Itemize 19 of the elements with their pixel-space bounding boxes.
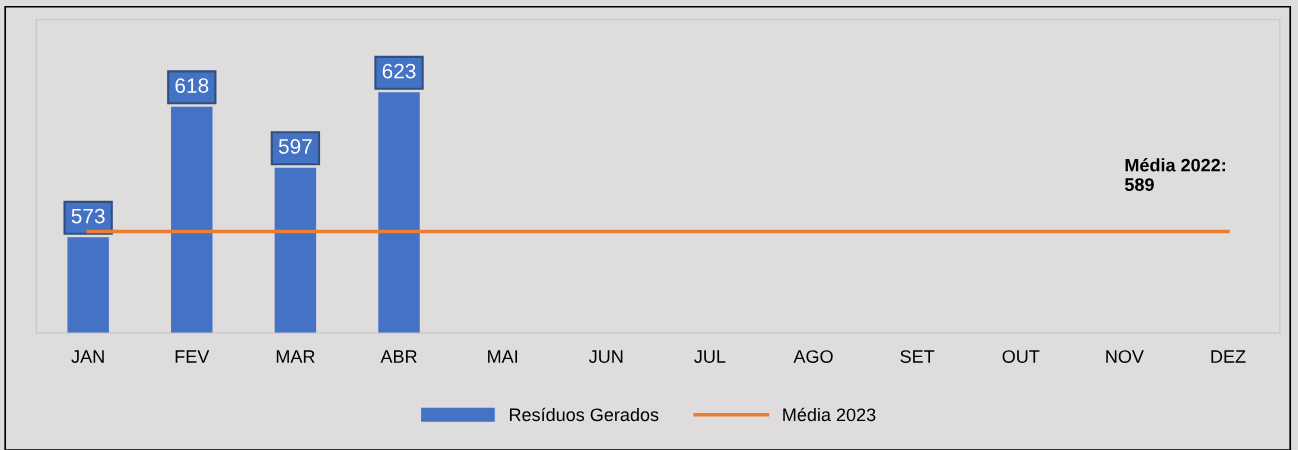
x-tick-label: OUT <box>1002 350 1040 363</box>
x-tick-label: MAI <box>488 350 518 363</box>
x-tick-label: FEV <box>175 350 210 363</box>
x-tick-label: ABR <box>380 350 417 363</box>
legend-label: Resíduos Gerados <box>509 407 659 422</box>
x-tick-label: MAR <box>276 350 315 363</box>
annotation: Média 2022: 589 <box>1124 158 1226 191</box>
x-tick-label: JUL <box>694 350 726 363</box>
data-label: 618 <box>175 78 209 93</box>
x-tick-label: JUN <box>589 350 623 363</box>
data-label: 597 <box>278 139 312 154</box>
legend-label: Média 2023 <box>783 407 876 422</box>
x-tick-label: DEZ <box>1211 350 1246 363</box>
data-label: 573 <box>71 208 105 224</box>
data-label: 623 <box>382 63 416 79</box>
x-tick-label: SET <box>900 350 935 363</box>
x-tick-label: NOV <box>1106 350 1144 363</box>
x-tick-label: JAN <box>71 350 104 363</box>
x-tick-label: AGO <box>793 350 833 363</box>
